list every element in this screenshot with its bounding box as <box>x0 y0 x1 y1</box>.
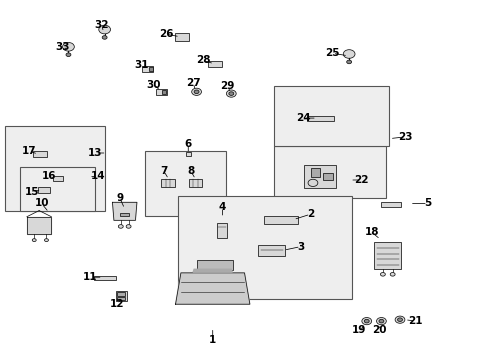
Circle shape <box>226 90 236 97</box>
Bar <box>374 242 401 269</box>
Text: 4: 4 <box>218 202 226 212</box>
Bar <box>20 167 95 211</box>
Circle shape <box>228 92 233 95</box>
Bar <box>306 116 333 121</box>
Text: 9: 9 <box>116 193 123 203</box>
Bar <box>142 66 153 72</box>
Bar <box>148 67 152 71</box>
Bar <box>178 196 351 299</box>
Circle shape <box>126 225 131 228</box>
Text: 19: 19 <box>351 325 366 336</box>
Circle shape <box>376 318 386 325</box>
Text: 33: 33 <box>55 42 70 52</box>
Text: 10: 10 <box>34 198 49 208</box>
Circle shape <box>343 50 354 58</box>
Text: 20: 20 <box>371 325 386 336</box>
Polygon shape <box>175 273 249 304</box>
Bar <box>38 187 50 193</box>
Text: 23: 23 <box>398 132 412 142</box>
Bar <box>144 151 226 216</box>
Text: 15: 15 <box>24 186 39 197</box>
Circle shape <box>44 239 48 242</box>
Text: 8: 8 <box>187 166 194 176</box>
Circle shape <box>66 53 71 57</box>
Circle shape <box>194 90 199 94</box>
Text: 1: 1 <box>209 335 216 345</box>
Bar <box>94 276 116 280</box>
Bar <box>185 152 190 156</box>
Text: 3: 3 <box>297 242 304 252</box>
Circle shape <box>32 239 36 242</box>
Text: 17: 17 <box>22 146 37 156</box>
Circle shape <box>102 36 107 39</box>
Circle shape <box>397 318 402 321</box>
Bar <box>120 213 129 216</box>
Circle shape <box>99 25 110 34</box>
Text: 6: 6 <box>184 139 191 149</box>
Text: 25: 25 <box>325 48 339 58</box>
Text: 22: 22 <box>354 175 368 185</box>
Text: 18: 18 <box>364 227 378 237</box>
Bar <box>161 179 175 187</box>
Bar <box>380 202 401 207</box>
Bar <box>216 223 227 238</box>
Text: 16: 16 <box>41 171 56 181</box>
Bar <box>156 89 166 95</box>
Text: 11: 11 <box>83 272 98 282</box>
Text: 14: 14 <box>90 171 105 181</box>
Text: 31: 31 <box>134 60 149 70</box>
Text: 24: 24 <box>295 113 310 123</box>
Circle shape <box>307 179 317 186</box>
Text: 27: 27 <box>185 78 200 88</box>
Circle shape <box>191 88 201 95</box>
Bar <box>53 176 62 181</box>
Text: 26: 26 <box>159 29 173 39</box>
Bar <box>162 90 166 94</box>
Bar <box>33 151 47 157</box>
Polygon shape <box>112 202 137 220</box>
Text: 13: 13 <box>88 148 102 158</box>
Bar <box>117 292 125 296</box>
Bar <box>208 61 222 67</box>
Bar <box>273 86 388 146</box>
Text: 2: 2 <box>306 209 313 219</box>
Bar <box>310 168 320 177</box>
Text: 29: 29 <box>220 81 234 91</box>
Circle shape <box>62 42 74 51</box>
Circle shape <box>361 318 371 325</box>
Bar <box>258 245 285 256</box>
Text: 28: 28 <box>195 55 210 66</box>
Circle shape <box>118 225 123 228</box>
Polygon shape <box>27 217 51 234</box>
Bar <box>5 126 105 211</box>
Bar <box>116 291 126 301</box>
Bar <box>174 33 189 41</box>
Circle shape <box>389 273 394 276</box>
Bar <box>322 173 332 180</box>
Circle shape <box>380 273 385 276</box>
Bar <box>117 297 125 300</box>
Circle shape <box>346 60 351 64</box>
Text: 5: 5 <box>424 198 430 208</box>
Bar <box>188 179 202 187</box>
Circle shape <box>394 316 404 323</box>
Bar <box>264 216 298 224</box>
Bar <box>196 260 233 270</box>
Text: 12: 12 <box>110 299 124 309</box>
Text: 21: 21 <box>407 316 422 326</box>
Circle shape <box>364 319 368 323</box>
Text: 30: 30 <box>146 80 161 90</box>
Text: 7: 7 <box>160 166 167 176</box>
Circle shape <box>378 319 383 323</box>
Bar <box>273 146 386 198</box>
Text: 32: 32 <box>94 20 109 30</box>
Polygon shape <box>193 269 232 272</box>
Bar <box>304 165 336 188</box>
